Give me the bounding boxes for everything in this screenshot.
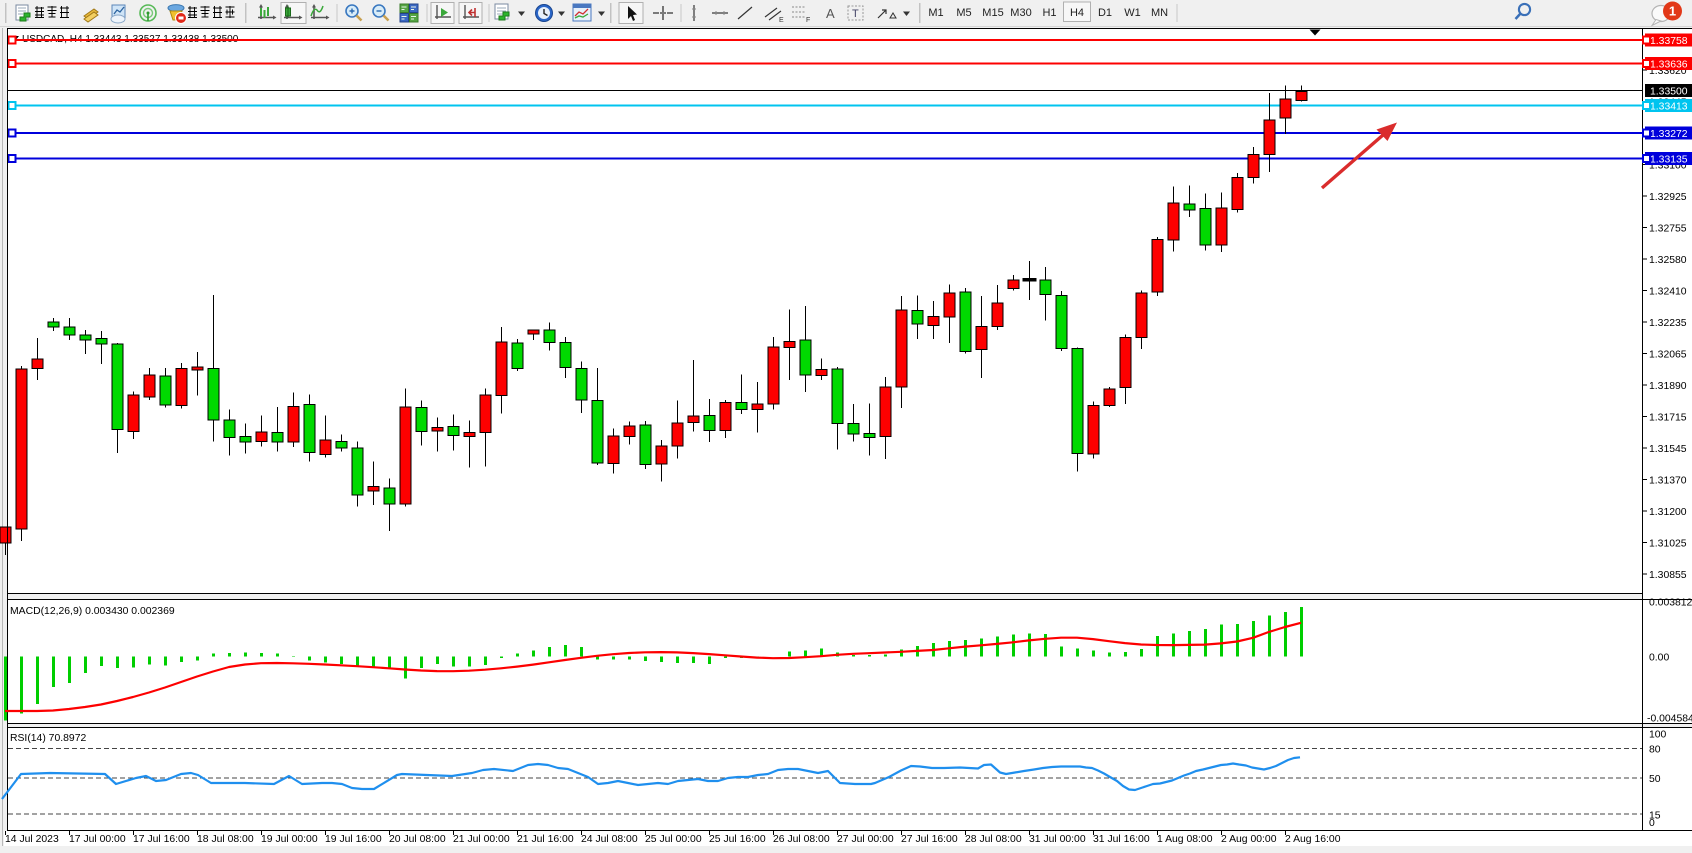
svg-text:M30: M30 xyxy=(1010,7,1031,19)
svg-text:1.33758: 1.33758 xyxy=(1650,36,1688,47)
svg-text:1.33500: 1.33500 xyxy=(1650,87,1688,98)
svg-text:15: 15 xyxy=(1649,811,1661,822)
svg-text:0.003812: 0.003812 xyxy=(1649,598,1692,609)
svg-text:MACD(12,26,9) 0.003430 0.00236: MACD(12,26,9) 0.003430 0.002369 xyxy=(10,606,175,617)
svg-text:1.33100: 1.33100 xyxy=(1649,161,1687,172)
svg-text:M1: M1 xyxy=(928,7,943,19)
svg-text:20 Jul 08:00: 20 Jul 08:00 xyxy=(389,834,446,845)
svg-text:1.32580: 1.32580 xyxy=(1649,255,1687,266)
svg-text:1.31890: 1.31890 xyxy=(1649,381,1687,392)
svg-text:1: 1 xyxy=(1669,4,1676,19)
svg-text:1.33135: 1.33135 xyxy=(1650,155,1688,166)
svg-text:2 Aug 16:00: 2 Aug 16:00 xyxy=(1285,834,1341,845)
svg-text:1.32755: 1.32755 xyxy=(1649,224,1687,235)
svg-text:18 Jul 08:00: 18 Jul 08:00 xyxy=(197,834,254,845)
svg-text:T: T xyxy=(852,8,859,20)
svg-text:1.30855: 1.30855 xyxy=(1649,570,1687,581)
svg-text:25 Jul 00:00: 25 Jul 00:00 xyxy=(645,834,702,845)
svg-text:A: A xyxy=(826,6,835,21)
svg-text:1.33272: 1.33272 xyxy=(1650,129,1688,140)
svg-text:1.33620: 1.33620 xyxy=(1649,66,1687,77)
svg-text:25 Jul 16:00: 25 Jul 16:00 xyxy=(709,834,766,845)
svg-text:19 Jul 00:00: 19 Jul 00:00 xyxy=(261,834,318,845)
svg-text:2 Aug 00:00: 2 Aug 00:00 xyxy=(1221,834,1277,845)
svg-text:50: 50 xyxy=(1649,774,1661,785)
svg-text:E: E xyxy=(779,17,784,24)
svg-text:1.32925: 1.32925 xyxy=(1649,192,1687,203)
svg-text:1.31715: 1.31715 xyxy=(1649,413,1687,424)
svg-text:D1: D1 xyxy=(1098,7,1112,19)
svg-text:1.31545: 1.31545 xyxy=(1649,444,1687,455)
svg-text:1.31370: 1.31370 xyxy=(1649,476,1687,487)
svg-text:31 Jul 00:00: 31 Jul 00:00 xyxy=(1029,834,1086,845)
svg-text:RSI(14) 70.8972: RSI(14) 70.8972 xyxy=(10,733,86,744)
svg-text:1.31025: 1.31025 xyxy=(1649,539,1687,550)
svg-text:1.31200: 1.31200 xyxy=(1649,507,1687,518)
svg-text:0: 0 xyxy=(1649,818,1655,829)
svg-text:0.00: 0.00 xyxy=(1649,653,1669,664)
svg-text:F: F xyxy=(806,17,810,24)
svg-text:100: 100 xyxy=(1649,730,1667,741)
svg-text:MN: MN xyxy=(1151,7,1168,19)
svg-text:26 Jul 08:00: 26 Jul 08:00 xyxy=(773,834,830,845)
svg-text:-0.004584: -0.004584 xyxy=(1647,714,1692,725)
svg-text:27 Jul 00:00: 27 Jul 00:00 xyxy=(837,834,894,845)
svg-text:1.32065: 1.32065 xyxy=(1649,350,1687,361)
svg-text:M5: M5 xyxy=(956,7,971,19)
svg-text:W1: W1 xyxy=(1124,7,1141,19)
svg-text:1.33636: 1.33636 xyxy=(1650,60,1688,71)
svg-text:17 Jul 16:00: 17 Jul 16:00 xyxy=(133,834,190,845)
svg-text:28 Jul 08:00: 28 Jul 08:00 xyxy=(965,834,1022,845)
svg-text:19 Jul 16:00: 19 Jul 16:00 xyxy=(325,834,382,845)
svg-text:1 Aug 08:00: 1 Aug 08:00 xyxy=(1157,834,1213,845)
svg-text:24 Jul 08:00: 24 Jul 08:00 xyxy=(581,834,638,845)
svg-text:H4: H4 xyxy=(1070,7,1084,19)
svg-text:31 Jul 16:00: 31 Jul 16:00 xyxy=(1093,834,1150,845)
svg-text:21 Jul 16:00: 21 Jul 16:00 xyxy=(517,834,574,845)
svg-text:80: 80 xyxy=(1649,745,1661,756)
svg-text:1.32410: 1.32410 xyxy=(1649,287,1687,298)
svg-text:21 Jul 00:00: 21 Jul 00:00 xyxy=(453,834,510,845)
svg-text:H1: H1 xyxy=(1042,7,1056,19)
svg-text:17 Jul 00:00: 17 Jul 00:00 xyxy=(69,834,126,845)
svg-text:27 Jul 16:00: 27 Jul 16:00 xyxy=(901,834,958,845)
svg-text:14 Jul 2023: 14 Jul 2023 xyxy=(5,834,59,845)
svg-text:1.32235: 1.32235 xyxy=(1649,318,1687,329)
svg-text:M15: M15 xyxy=(982,7,1003,19)
svg-text:1.33413: 1.33413 xyxy=(1650,102,1688,113)
